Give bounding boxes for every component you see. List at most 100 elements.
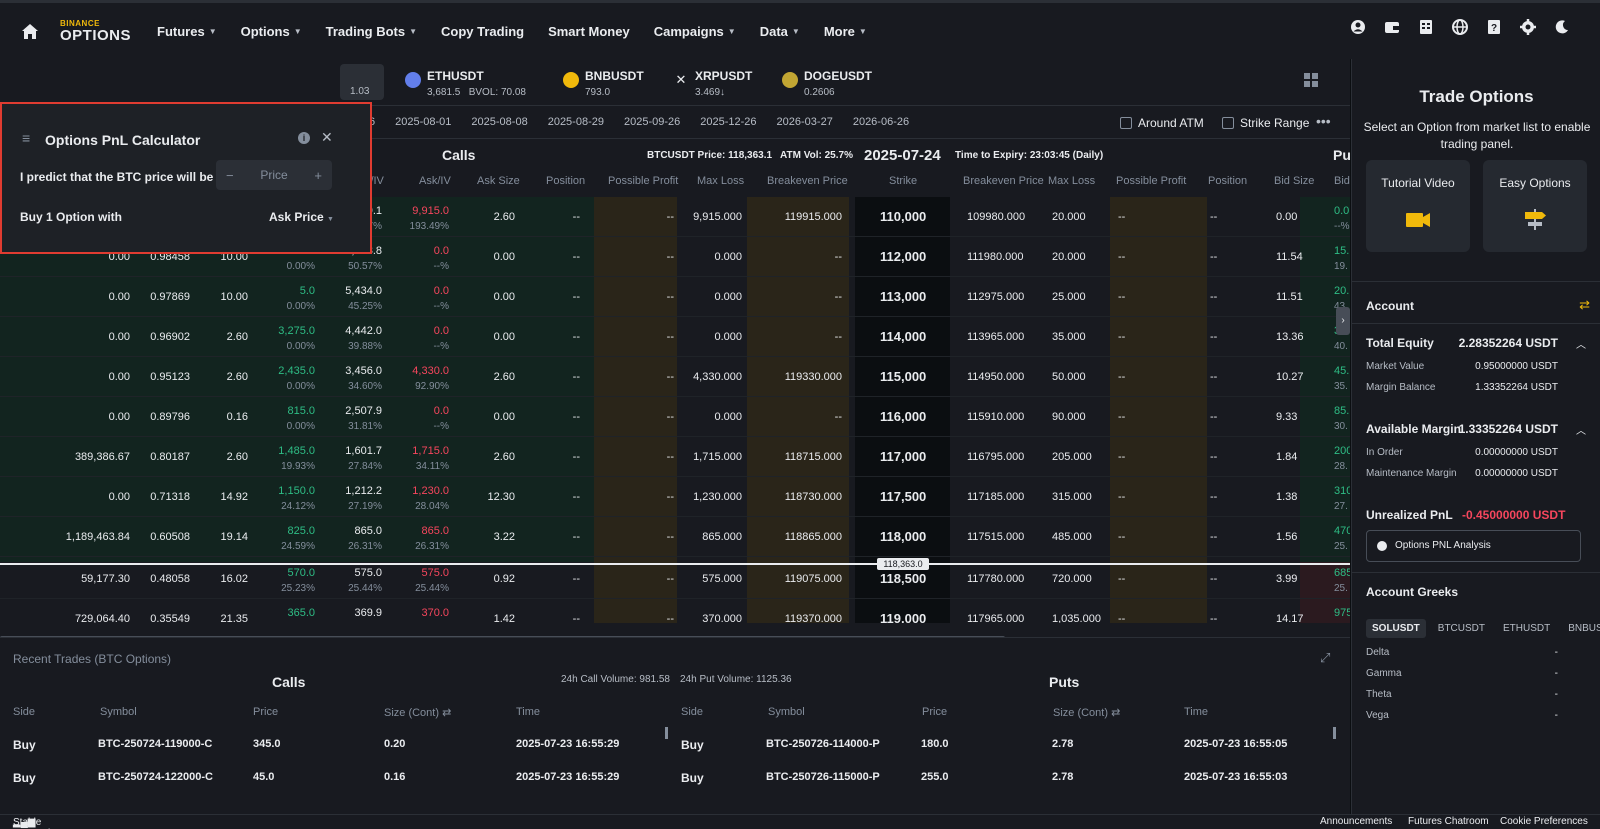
ticker-xrpusdt[interactable]: ✕ XRPUSDT 3.469↓ [676,69,753,98]
table-row[interactable]: 0.00 0.89796 0.16 815.0 0.00% 2,507.9 31.81% 0.… [0,397,1350,437]
table-row[interactable]: 59,177.30 0.48058 16.02 570.0 25.23% 575.0 25.… [0,559,1350,599]
cell-bid[interactable]: 825.0 24.59% [281,525,315,552]
cell-bid[interactable]: 365.025.26% [281,607,315,623]
table-row[interactable]: 0.00 0.95123 2.60 2,435.0 0.00% 3,456.0 34.60%… [0,357,1350,397]
table-row[interactable]: 0.00 0.71318 14.92 1,150.0 24.12% 1,212.2 27.1… [0,477,1350,517]
drag-handle-icon[interactable]: ≡ [22,130,31,146]
cell-bid[interactable]: 815.0 0.00% [287,405,315,432]
table-row[interactable]: 0.000.9845810.005.00.00%6,428.850.57%0.0… [0,237,1350,277]
orders-icon[interactable] [1416,17,1436,37]
nav-more[interactable]: More ▼ [824,24,867,39]
table-row[interactable]: 0.00 0.96902 2.60 3,275.0 0.00% 4,442.0 39.88%… [0,317,1350,357]
nav-futures[interactable]: Futures ▼ [157,24,217,39]
chevron-up-icon[interactable]: ︿ [1576,426,1586,437]
calls-list-scrollbar[interactable] [665,727,668,739]
ticker-dogeusdt[interactable]: DOGEUSDT 0.2606 [782,69,872,98]
nav-data[interactable]: Data ▼ [760,24,800,39]
cell-ask[interactable]: 4,330.0 92.90% [412,365,449,392]
ticker-btc-selected[interactable]: 1.03 [340,64,384,100]
cell-ask[interactable]: 0.0 --% [433,405,449,432]
pnl-analysis-button[interactable]: Options PNL Analysis [1366,530,1581,562]
nav-smart-money[interactable]: Smart Money [548,24,630,39]
close-icon[interactable]: ✕ [321,129,333,145]
cell-ask[interactable]: 1,230.0 28.04% [412,485,449,512]
cell-pbid[interactable]: 470 25. [1334,525,1350,552]
futures-chatroom-link[interactable]: Futures Chatroom [1408,816,1489,827]
globe-icon[interactable] [1450,17,1470,37]
minus-icon[interactable]: − [226,167,234,183]
expiry-date-tab[interactable]: 2025-08-01 [395,116,452,128]
help-icon[interactable]: ? [1484,17,1504,37]
cell-ask[interactable]: 0.0 --% [433,245,449,272]
price-input[interactable]: Price [260,168,288,182]
cell-bid[interactable]: 5.0 0.00% [287,285,315,312]
user-icon[interactable] [1348,17,1368,37]
price-stepper[interactable]: − Price + [216,160,332,190]
around-atm-checkbox[interactable]: Around ATM [1120,116,1204,130]
expiry-date-tab[interactable]: 2026-03-27 [776,116,833,128]
cell-ask[interactable]: 575.0 25.44% [415,567,449,594]
table-row[interactable]: 729,064.40 0.35549 21.35 365.025.26% 369.925… [0,599,1350,623]
cell-pbid[interactable]: 15. 19. [1334,245,1350,272]
cell-bid[interactable]: 2,435.0 0.00% [278,365,315,392]
cell-pbid[interactable]: 0.0 --% [1334,205,1350,232]
cell-pbid[interactable]: 310 27. [1334,485,1350,512]
more-options-icon[interactable]: ••• [1316,113,1331,129]
wallet-icon[interactable] [1382,17,1402,37]
nav-trading-bots[interactable]: Trading Bots ▼ [326,24,417,39]
nav-copy-trading[interactable]: Copy Trading [441,24,524,39]
transfer-icon[interactable]: ⇄ [1579,297,1590,312]
col-size[interactable]: Size (Cont) ⇄ [1053,706,1120,719]
expand-icon[interactable]: ⤢ [1320,650,1331,665]
tutorial-video-card[interactable]: Tutorial Video [1366,160,1470,252]
cell-pbid[interactable]: 97526. [1334,607,1350,623]
cell-pbid[interactable]: 85. 30. [1334,405,1350,432]
cell-bid[interactable]: 570.0 25.23% [281,567,315,594]
tab-ethusdt[interactable]: ETHUSDT [1503,623,1551,634]
cell-bid[interactable]: 1,485.0 19.93% [278,445,315,472]
home-icon[interactable] [0,3,60,59]
expiry-date-tab[interactable]: 2025-08-08 [471,116,528,128]
col-size[interactable]: Size (Cont) ⇄ [384,706,451,719]
cell-bid[interactable]: 3,275.0 0.00% [278,325,315,352]
cell-pbid[interactable]: 45. 35. [1334,365,1350,392]
tab-bnbusdt[interactable]: BNBUSDT [1568,623,1600,634]
cell-ask[interactable]: 0.0 --% [433,325,449,352]
settings-icon[interactable] [1518,17,1538,37]
cell-pbid[interactable]: 20.43. [1334,285,1350,312]
cell-ask[interactable]: 0.0 --% [433,285,449,312]
puts-list-scrollbar[interactable] [1333,727,1336,739]
nav-options[interactable]: Options ▼ [241,24,302,39]
cookie-preferences-link[interactable]: Cookie Preferences [1500,816,1588,827]
expiry-date-tab[interactable]: 2025-09-26 [623,116,681,128]
cell-ask[interactable]: 865.0 26.31% [415,525,449,552]
cell-ask[interactable]: 9,915.0 193.49% [410,205,449,232]
table-row[interactable]: 389,386.67 0.80187 2.60 1,485.0 19.93% 1,601.… [0,437,1350,477]
theme-icon[interactable] [1552,17,1572,37]
chevron-up-icon[interactable]: ︿ [1576,340,1586,351]
cell-pbid[interactable]: 200 28. [1334,445,1350,472]
price-mode-select[interactable]: Ask Price ▼ [269,210,334,224]
cell-bid[interactable]: 1,150.0 24.12% [278,485,315,512]
grid-layout-icon[interactable] [1304,73,1318,87]
collapse-panel-handle[interactable]: › [1336,307,1350,335]
strike-range-checkbox[interactable]: Strike Range [1222,116,1309,130]
table-row[interactable]: 1,189,463.84 0.60508 19.14 825.0 24.59% 865.0… [0,517,1350,557]
binance-options-logo[interactable]: BINANCE OPTIONS [60,19,131,43]
cell-ask[interactable]: 370.025.48% [415,607,449,623]
nav-campaigns[interactable]: Campaigns ▼ [654,24,736,39]
plus-icon[interactable]: + [314,167,322,183]
expiry-date-tab[interactable]: 2025-12-26 [700,116,757,128]
expiry-date-tab[interactable]: 2026-06-26 [852,116,910,128]
expiry-date-tab[interactable]: 2025-08-29 [547,116,604,128]
info-icon[interactable]: i [298,132,310,144]
tab-solusdt[interactable]: SOLUSDT [1366,619,1426,638]
cell-ask[interactable]: 1,715.0 34.11% [412,445,449,472]
tab-btcusdt[interactable]: BTCUSDT [1437,623,1486,634]
ticker-ethusdt[interactable]: ETHUSDT 3,681.5 BVOL: 70.08 [405,69,526,98]
announcements-link[interactable]: Announcements [1320,816,1393,827]
easy-options-card[interactable]: Easy Options [1483,160,1587,252]
table-row[interactable]: 0.00 0.97869 10.00 5.0 0.00% 5,434.0 45.25% 0.0… [0,277,1350,317]
cell-pbid[interactable]: 685 25. [1334,567,1350,594]
ticker-bnbusdt[interactable]: BNBUSDT 793.0 [563,69,644,98]
